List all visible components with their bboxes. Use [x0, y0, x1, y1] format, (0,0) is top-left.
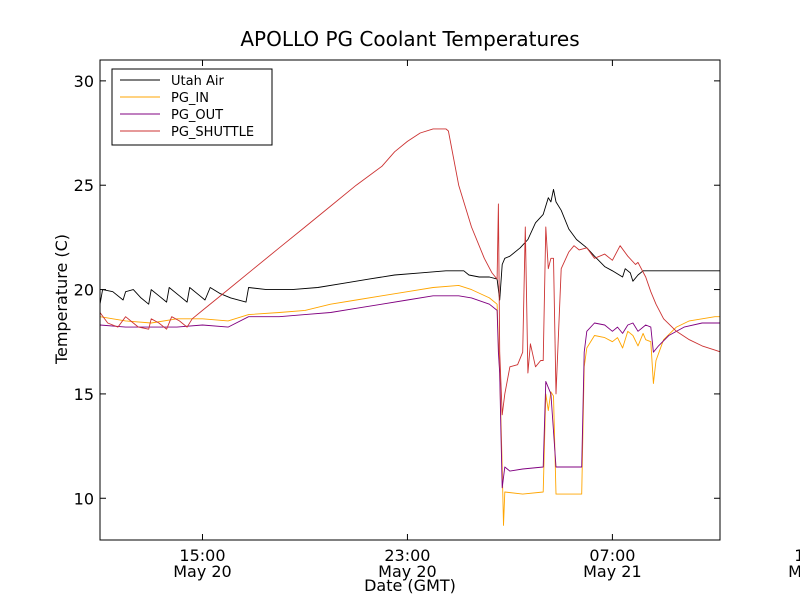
- x-tick-date-label: May 21: [583, 562, 642, 581]
- x-tick-time-label: 23:00: [384, 546, 430, 565]
- x-tick-date-label: May 20: [378, 562, 437, 581]
- legend-label: Utah Air: [171, 74, 224, 89]
- y-tick-label: 30: [74, 72, 94, 91]
- legend-label: PG_OUT: [171, 108, 223, 123]
- series-line-pg-out: [100, 295, 720, 489]
- y-tick-label: 10: [74, 489, 94, 508]
- x-tick-time-label: 15:00: [794, 546, 800, 565]
- plot-frame: [99, 59, 721, 541]
- series-line-pg-shuttle: [100, 128, 720, 416]
- x-tick-time-label: 15:00: [179, 546, 225, 565]
- x-tick-date-label: May 21: [788, 562, 800, 581]
- x-axis-label: Date (GMT): [364, 576, 456, 595]
- x-tick-time-label: 07:00: [589, 546, 635, 565]
- legend-label: PG_IN: [171, 91, 209, 106]
- series-line-pg-in: [100, 284, 720, 526]
- series-layer: [100, 128, 720, 526]
- series-line-utah-air: [100, 188, 720, 305]
- legend: Utah Air PG_IN PG_OUT PG_SHUTTLE: [111, 68, 273, 146]
- y-tick-label: 15: [74, 385, 94, 404]
- legend-box: [111, 68, 273, 146]
- y-tick-label: 20: [74, 281, 94, 300]
- y-tick-label: 25: [74, 176, 94, 195]
- x-tick-date-label: May 20: [173, 562, 232, 581]
- y-axis-label: Temperature (C): [52, 234, 71, 365]
- legend-entries: Utah Air PG_IN PG_OUT PG_SHUTTLE: [120, 74, 254, 140]
- legend-label: PG_SHUTTLE: [171, 125, 254, 140]
- chart-title: APOLLO PG Coolant Temperatures: [240, 27, 579, 51]
